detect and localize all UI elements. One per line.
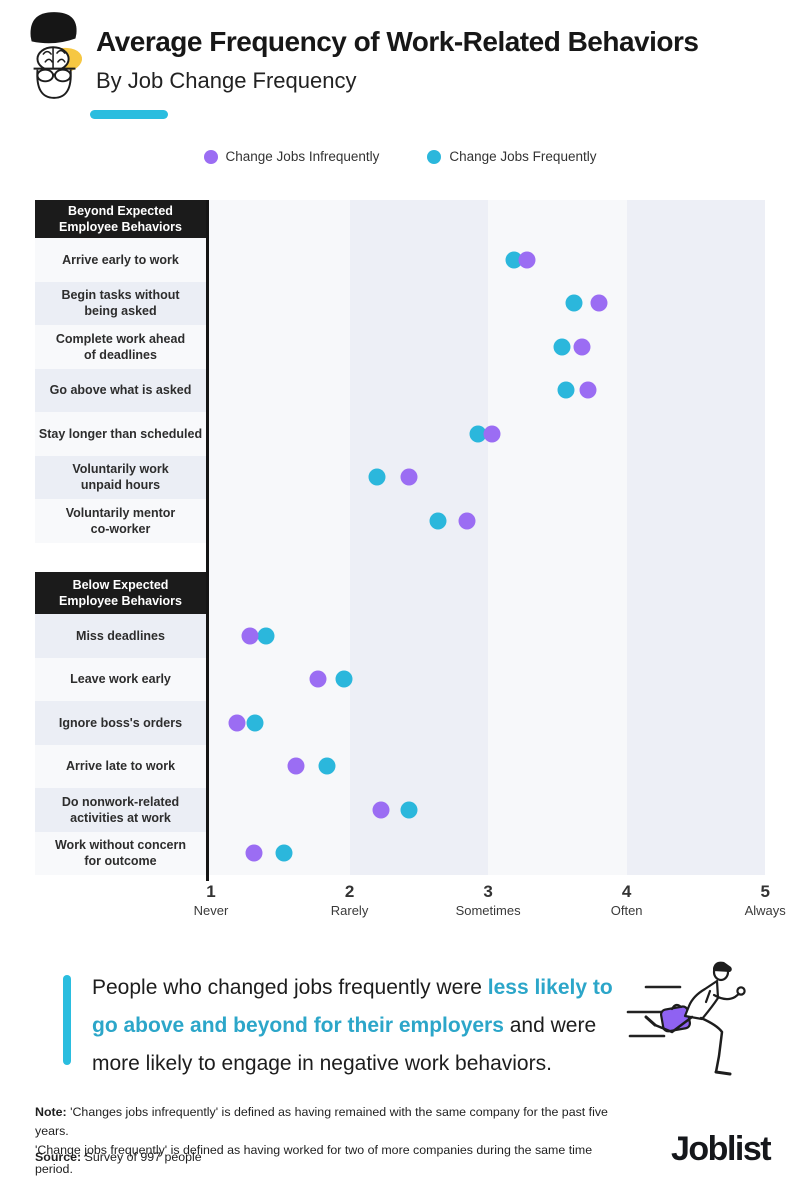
legend-item-infrequently: Change Jobs Infrequently	[203, 149, 380, 164]
legend-dot-infrequently	[203, 149, 218, 164]
row-label: Work without concern for outcome	[35, 831, 206, 875]
y-axis-line	[206, 200, 209, 881]
data-point-infrequently	[590, 294, 608, 312]
callout-after: and were more likely to engage in negati…	[92, 1014, 597, 1075]
legend-label: Change Jobs Frequently	[449, 149, 597, 164]
glasses-icon	[36, 68, 55, 83]
axis-tick-number: 4	[621, 882, 632, 901]
axis-tick-label: Sometimes	[455, 903, 521, 918]
axis-tick-number: 1	[206, 882, 216, 901]
data-point-frequently	[553, 338, 571, 356]
row-label: Go above what is asked	[35, 368, 206, 412]
cap-icon	[30, 12, 77, 44]
source-label: Source:	[35, 1150, 82, 1164]
data-point-infrequently	[287, 757, 304, 775]
section-header: Below Expected Employee Behaviors	[35, 572, 206, 614]
data-point-frequently	[557, 381, 575, 399]
source-note: Source: Survey of 997 people	[35, 1150, 202, 1164]
axis-tick-label: Often	[610, 903, 643, 918]
data-point-frequently	[257, 627, 275, 645]
data-point-infrequently	[400, 468, 418, 486]
joblist-mascot-logo	[30, 12, 83, 99]
row-label: Arrive early to work	[35, 238, 206, 282]
legend-label: Change Jobs Infrequently	[225, 149, 380, 164]
callout-accent-bar	[63, 975, 71, 1065]
row-label: Do nonwork-related activities at work	[35, 788, 206, 832]
row-label: Voluntarily mentor co-worker	[35, 499, 206, 543]
callout-highlight: less likely to go above and beyond for t…	[92, 976, 613, 1037]
axis-tick-number: 5	[760, 882, 770, 901]
running-figure	[644, 961, 746, 1076]
data-point-infrequently	[245, 844, 263, 862]
callout-before: People who changed jobs frequently were	[92, 976, 488, 999]
axis-tick-label: Never	[193, 903, 229, 918]
data-point-infrequently	[241, 627, 259, 645]
row-label: Leave work early	[35, 657, 206, 701]
row-label: Complete work ahead of deadlines	[35, 325, 206, 369]
accent-underline	[90, 110, 168, 119]
data-point-frequently	[469, 425, 487, 443]
plot-band	[488, 200, 627, 875]
joblist-wordmark: Joblist	[671, 1130, 772, 1168]
row-label: Miss deadlines	[35, 614, 206, 658]
axis-tick-label: Rarely	[330, 903, 369, 918]
data-point-frequently	[246, 714, 264, 732]
data-point-frequently	[565, 294, 583, 312]
section-header: Beyond Expected Employee Behaviors	[35, 200, 206, 238]
callout-text: People who changed jobs frequently were …	[92, 969, 637, 1083]
axis-tick-number: 2	[344, 882, 355, 901]
running-man-illustration	[626, 961, 746, 1076]
data-point-infrequently	[372, 801, 390, 819]
footnote: Note: 'Changes jobs infrequently' is def…	[35, 1105, 608, 1176]
data-point-infrequently	[483, 425, 501, 443]
plot-band	[626, 200, 766, 875]
page-subtitle: By Job Change Frequency	[96, 68, 357, 93]
row-label: Stay longer than scheduled	[35, 412, 206, 456]
speed-lines	[626, 985, 682, 1038]
axis-tick-label: Always	[744, 903, 786, 918]
plot-band	[349, 200, 489, 875]
data-point-frequently	[335, 670, 353, 688]
row-label: Voluntarily work unpaid hours	[35, 455, 206, 499]
chart: 1 Never 2 Rarely 3 Sometimes 4 Often 5 Always Beyo…	[35, 200, 786, 918]
row-label: Begin tasks without being asked	[35, 281, 206, 325]
legend-dot-frequently	[427, 149, 442, 164]
data-point-infrequently	[579, 381, 597, 399]
data-point-frequently	[400, 801, 418, 819]
page-title: Average Frequency of Work-Related Behavi…	[96, 26, 699, 57]
data-point-infrequently	[518, 251, 536, 269]
note-label: Note:	[35, 1105, 67, 1119]
data-point-infrequently	[458, 512, 476, 530]
data-point-frequently	[318, 757, 336, 775]
data-point-infrequently	[309, 670, 327, 688]
legend-item-frequently: Change Jobs Frequently	[427, 149, 596, 164]
data-point-infrequently	[228, 714, 246, 732]
chart-legend: Change Jobs Infrequently Change Jobs Freq…	[0, 149, 800, 164]
row-label: Ignore boss's orders	[35, 701, 206, 745]
data-point-frequently	[275, 844, 293, 862]
data-point-infrequently	[573, 338, 591, 356]
data-point-frequently	[368, 468, 386, 486]
row-label: Arrive late to work	[35, 744, 206, 788]
axis-tick-number: 3	[483, 882, 493, 901]
data-point-frequently	[429, 512, 447, 530]
